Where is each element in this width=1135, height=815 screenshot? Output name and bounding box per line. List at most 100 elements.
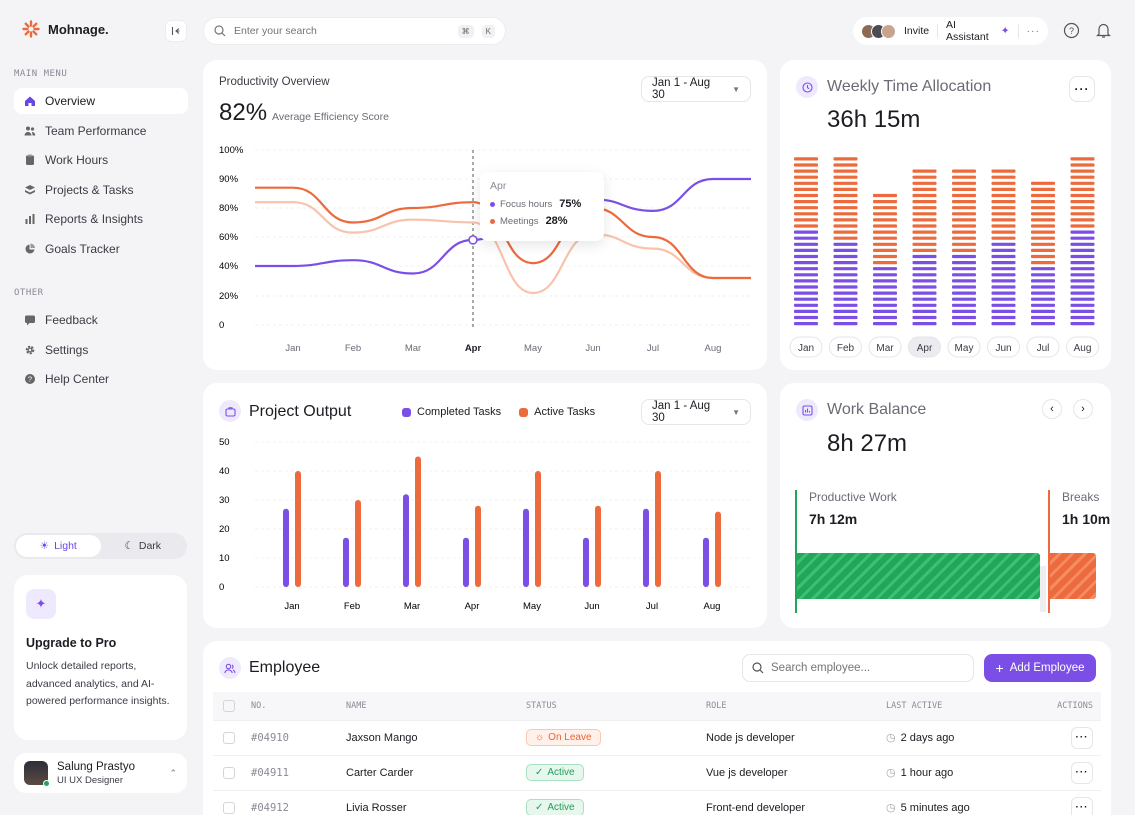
theme-light-option[interactable]: ☀ Light <box>16 535 101 557</box>
bar-segment-line <box>873 218 897 222</box>
command-key: ⌘ <box>457 24 474 38</box>
month-pill-jan[interactable] <box>789 336 823 358</box>
sidebar-item-overview[interactable]: Overview <box>14 88 188 114</box>
bar-segment-line <box>991 242 1016 246</box>
bar-segment-line <box>1031 248 1055 252</box>
row-actions-button[interactable]: ··· <box>1071 726 1093 749</box>
table-row[interactable]: #04911 Carter Carder ✓ Active Vue js develop… <box>213 754 1101 790</box>
bar-segment-line <box>991 212 1016 216</box>
month-pill-aug[interactable] <box>1066 336 1099 358</box>
global-search[interactable]: ⌘ K <box>203 17 506 45</box>
search-input[interactable] <box>234 25 450 37</box>
bar-segment-line <box>794 291 818 295</box>
sidebar-item-label: Team Performance <box>45 123 147 138</box>
bar-segment-line <box>873 200 897 204</box>
prev-button[interactable]: ‹ <box>1042 399 1062 419</box>
tooltip-meetings-label: Meetings <box>500 215 539 227</box>
sidebar-item-projects-tasks[interactable]: Projects & Tasks <box>14 177 188 203</box>
sidebar-item-goals-tracker[interactable]: Goals Tracker <box>14 236 188 262</box>
bar-segment-line <box>833 181 858 185</box>
bar-segment-line <box>1031 212 1055 216</box>
other-menu-label: OTHER <box>14 288 44 298</box>
check-icon: ✓ <box>535 767 544 778</box>
select-all-checkbox[interactable] <box>223 699 235 712</box>
bar-completed-tasks <box>583 537 589 587</box>
bar-segment-line <box>833 279 858 283</box>
bar-segment-line <box>1031 200 1055 204</box>
brand-logo[interactable]: Mohnage. <box>22 20 109 38</box>
sidebar-item-team-performance[interactable]: Team Performance <box>14 118 188 144</box>
bar-segment-line <box>873 254 897 259</box>
table-row[interactable]: #04912 Livia Rosser ✓ Active Front-end devel… <box>213 789 1101 815</box>
date-range-dropdown[interactable]: Jan 1 - Aug 30 ▼ <box>641 399 751 425</box>
next-button[interactable]: › <box>1073 399 1093 419</box>
month-pill-mar[interactable] <box>868 336 902 358</box>
clock-icon <box>796 76 818 98</box>
legend-completed-label: Completed Tasks <box>417 406 502 418</box>
avatar <box>24 761 50 787</box>
bar-segment-line <box>912 193 937 198</box>
x-tick-label: Jan <box>285 343 300 354</box>
month-pill-may[interactable] <box>947 336 981 358</box>
ai-assistant-button[interactable]: AI Assistant ✦ <box>946 19 1010 43</box>
bar-completed-tasks <box>283 508 289 587</box>
bar-segment-line <box>1031 181 1055 185</box>
bar-segment-line <box>912 303 937 307</box>
bar-segment-line <box>833 291 858 295</box>
invite-button[interactable]: Invite <box>904 25 930 37</box>
briefcase-icon <box>219 400 241 422</box>
last-active-value: 5 minutes ago <box>900 802 970 815</box>
month-pill-jul[interactable] <box>1026 336 1060 358</box>
bar-segment-line <box>991 181 1016 185</box>
upgrade-card[interactable]: ✦ Upgrade to Pro Unlock detailed reports… <box>14 575 187 740</box>
bar-segment-line <box>833 224 858 228</box>
bar-segment-line <box>1070 303 1095 307</box>
sidebar-item-help-center[interactable]: ? Help Center <box>14 366 188 392</box>
user-profile[interactable]: Salung Prastyo UI UX Designer ⌃ <box>14 753 187 793</box>
bar-segment-line <box>833 187 858 191</box>
sidebar-item-settings[interactable]: Settings <box>14 337 188 363</box>
bar-segment-line <box>1070 200 1095 204</box>
month-pill-feb[interactable] <box>829 336 862 358</box>
bar-segment-line <box>1070 291 1095 295</box>
bell-icon[interactable] <box>1096 22 1111 39</box>
bar-segment-line <box>873 230 897 234</box>
bar-segment-line <box>873 193 897 198</box>
sidebar-item-reports-insights[interactable]: Reports & Insights <box>14 206 188 232</box>
bar-chart-icon <box>25 214 35 224</box>
bar-segment-line <box>1031 273 1055 277</box>
actions-cell: ··· <box>1056 789 1101 815</box>
date-range-dropdown[interactable]: Jan 1 - Aug 30 ▼ <box>641 76 751 102</box>
row-actions-button[interactable]: ··· <box>1071 796 1093 815</box>
bar-segment-line <box>952 187 976 191</box>
employee-id: #04911 <box>251 754 346 790</box>
bar-segment-line <box>1070 285 1095 289</box>
row-checkbox[interactable] <box>223 766 235 779</box>
bar-segment-line <box>912 230 937 234</box>
employee-id: #04912 <box>251 789 346 815</box>
column-header-no: NO. <box>251 692 346 720</box>
bar-segment-line <box>991 193 1016 198</box>
table-row[interactable]: #04910 Jaxson Mango ☼ On Leave Node js devel… <box>213 719 1101 755</box>
bar-segment-line <box>873 309 897 313</box>
add-employee-button[interactable]: + Add Employee <box>984 654 1096 682</box>
row-checkbox[interactable] <box>223 731 235 744</box>
y-tick-label: 0 <box>219 582 224 593</box>
row-actions-button[interactable]: ··· <box>1071 761 1093 784</box>
actions-cell: ··· <box>1056 719 1101 755</box>
employee-search-input[interactable] <box>771 662 964 674</box>
sidebar-item-work-hours[interactable]: Work Hours <box>14 147 188 173</box>
more-icon[interactable]: ··· <box>1026 25 1040 37</box>
chevron-updown-icon[interactable]: ⌃ <box>169 767 177 778</box>
row-checkbox[interactable] <box>223 801 235 814</box>
theme-toggle[interactable]: ☀ Light ☾ Dark <box>14 533 187 559</box>
theme-dark-option[interactable]: ☾ Dark <box>101 535 186 557</box>
month-pill-jun[interactable] <box>987 336 1020 358</box>
weekly-more-button[interactable]: ··· <box>1069 76 1095 102</box>
collapse-sidebar-button[interactable] <box>165 20 187 42</box>
employee-search[interactable] <box>742 654 974 682</box>
help-icon[interactable]: ? <box>1063 22 1080 39</box>
sidebar-item-feedback[interactable]: Feedback <box>14 307 188 333</box>
x-tick-label: Jul <box>646 601 658 612</box>
month-pill-apr[interactable] <box>908 336 941 358</box>
